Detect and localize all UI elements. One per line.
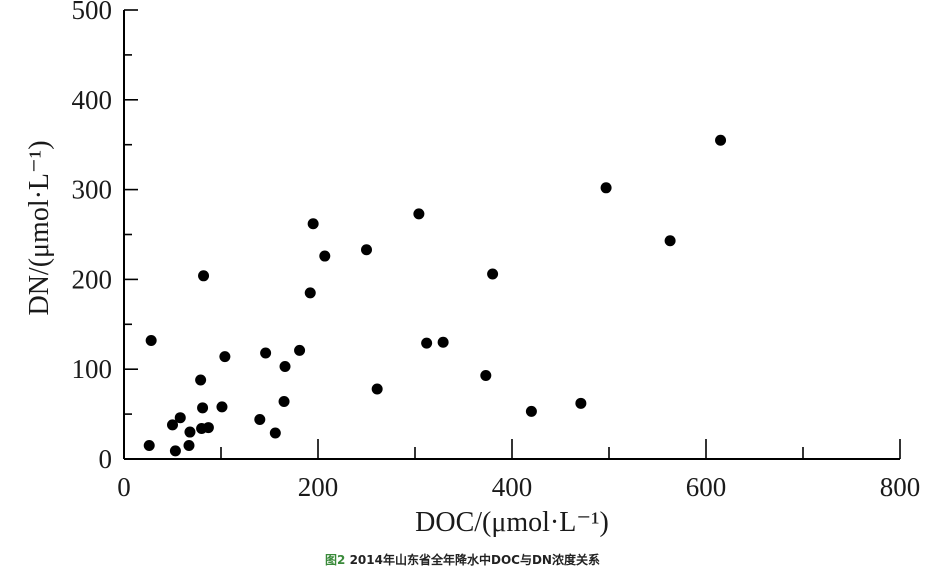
data-point [600, 182, 612, 194]
data-point [169, 445, 181, 457]
data-point [307, 218, 319, 230]
x-axis-ticks: 0 200 400 600 800 [117, 439, 920, 502]
figure-number: 图2 [325, 553, 346, 567]
data-point [197, 402, 209, 414]
data-point [174, 412, 186, 424]
y-tick-label: 300 [72, 175, 113, 205]
data-point [304, 287, 316, 299]
data-point [254, 413, 266, 425]
data-point [715, 134, 727, 146]
data-point [167, 419, 178, 431]
data-point [195, 374, 207, 386]
data-points [143, 134, 727, 457]
data-point [279, 361, 291, 373]
data-point [294, 344, 306, 356]
data-point [278, 396, 290, 408]
x-tick-label: 200 [298, 472, 339, 502]
data-point [575, 397, 587, 409]
x-tick-label: 0 [117, 472, 131, 502]
data-point [525, 405, 537, 417]
data-point [361, 244, 372, 256]
data-point [219, 351, 231, 363]
data-point [480, 369, 492, 381]
y-tick-label: 0 [99, 444, 113, 474]
figure-caption-text: 2014年山东省全年降水中DOC与DN浓度关系 [349, 553, 600, 567]
data-point [319, 250, 331, 262]
data-point [202, 422, 214, 434]
data-point [664, 235, 676, 247]
data-point [143, 440, 155, 452]
data-point [437, 336, 449, 348]
figure-caption: 图2 2014年山东省全年降水中DOC与DN浓度关系 [0, 551, 925, 568]
data-point [145, 334, 157, 346]
data-point [371, 383, 383, 395]
x-tick-label: 600 [686, 472, 727, 502]
x-axis-label: DOC/(μmol·L⁻¹) [415, 507, 609, 538]
scatter-chart: 0 200 400 600 800 0 100 200 300 400 500 DOC/(μmol… [24, 0, 920, 538]
data-point [421, 337, 433, 349]
data-point [198, 270, 210, 282]
data-point [413, 208, 425, 220]
x-tick-label: 400 [492, 472, 533, 502]
y-axis-label: DN/(μmol·L⁻¹) [24, 140, 55, 315]
data-point [183, 440, 195, 452]
y-axis-ticks: 0 100 200 300 400 500 [72, 0, 138, 474]
data-point [184, 426, 196, 438]
y-tick-label: 100 [72, 354, 113, 384]
axes [123, 10, 900, 460]
data-point [216, 401, 228, 413]
x-tick-label: 800 [880, 472, 921, 502]
data-point [487, 268, 499, 280]
data-point [269, 427, 281, 439]
y-tick-label: 500 [72, 0, 113, 25]
y-tick-label: 200 [72, 264, 113, 294]
y-tick-label: 400 [72, 85, 113, 115]
data-point [260, 347, 272, 359]
